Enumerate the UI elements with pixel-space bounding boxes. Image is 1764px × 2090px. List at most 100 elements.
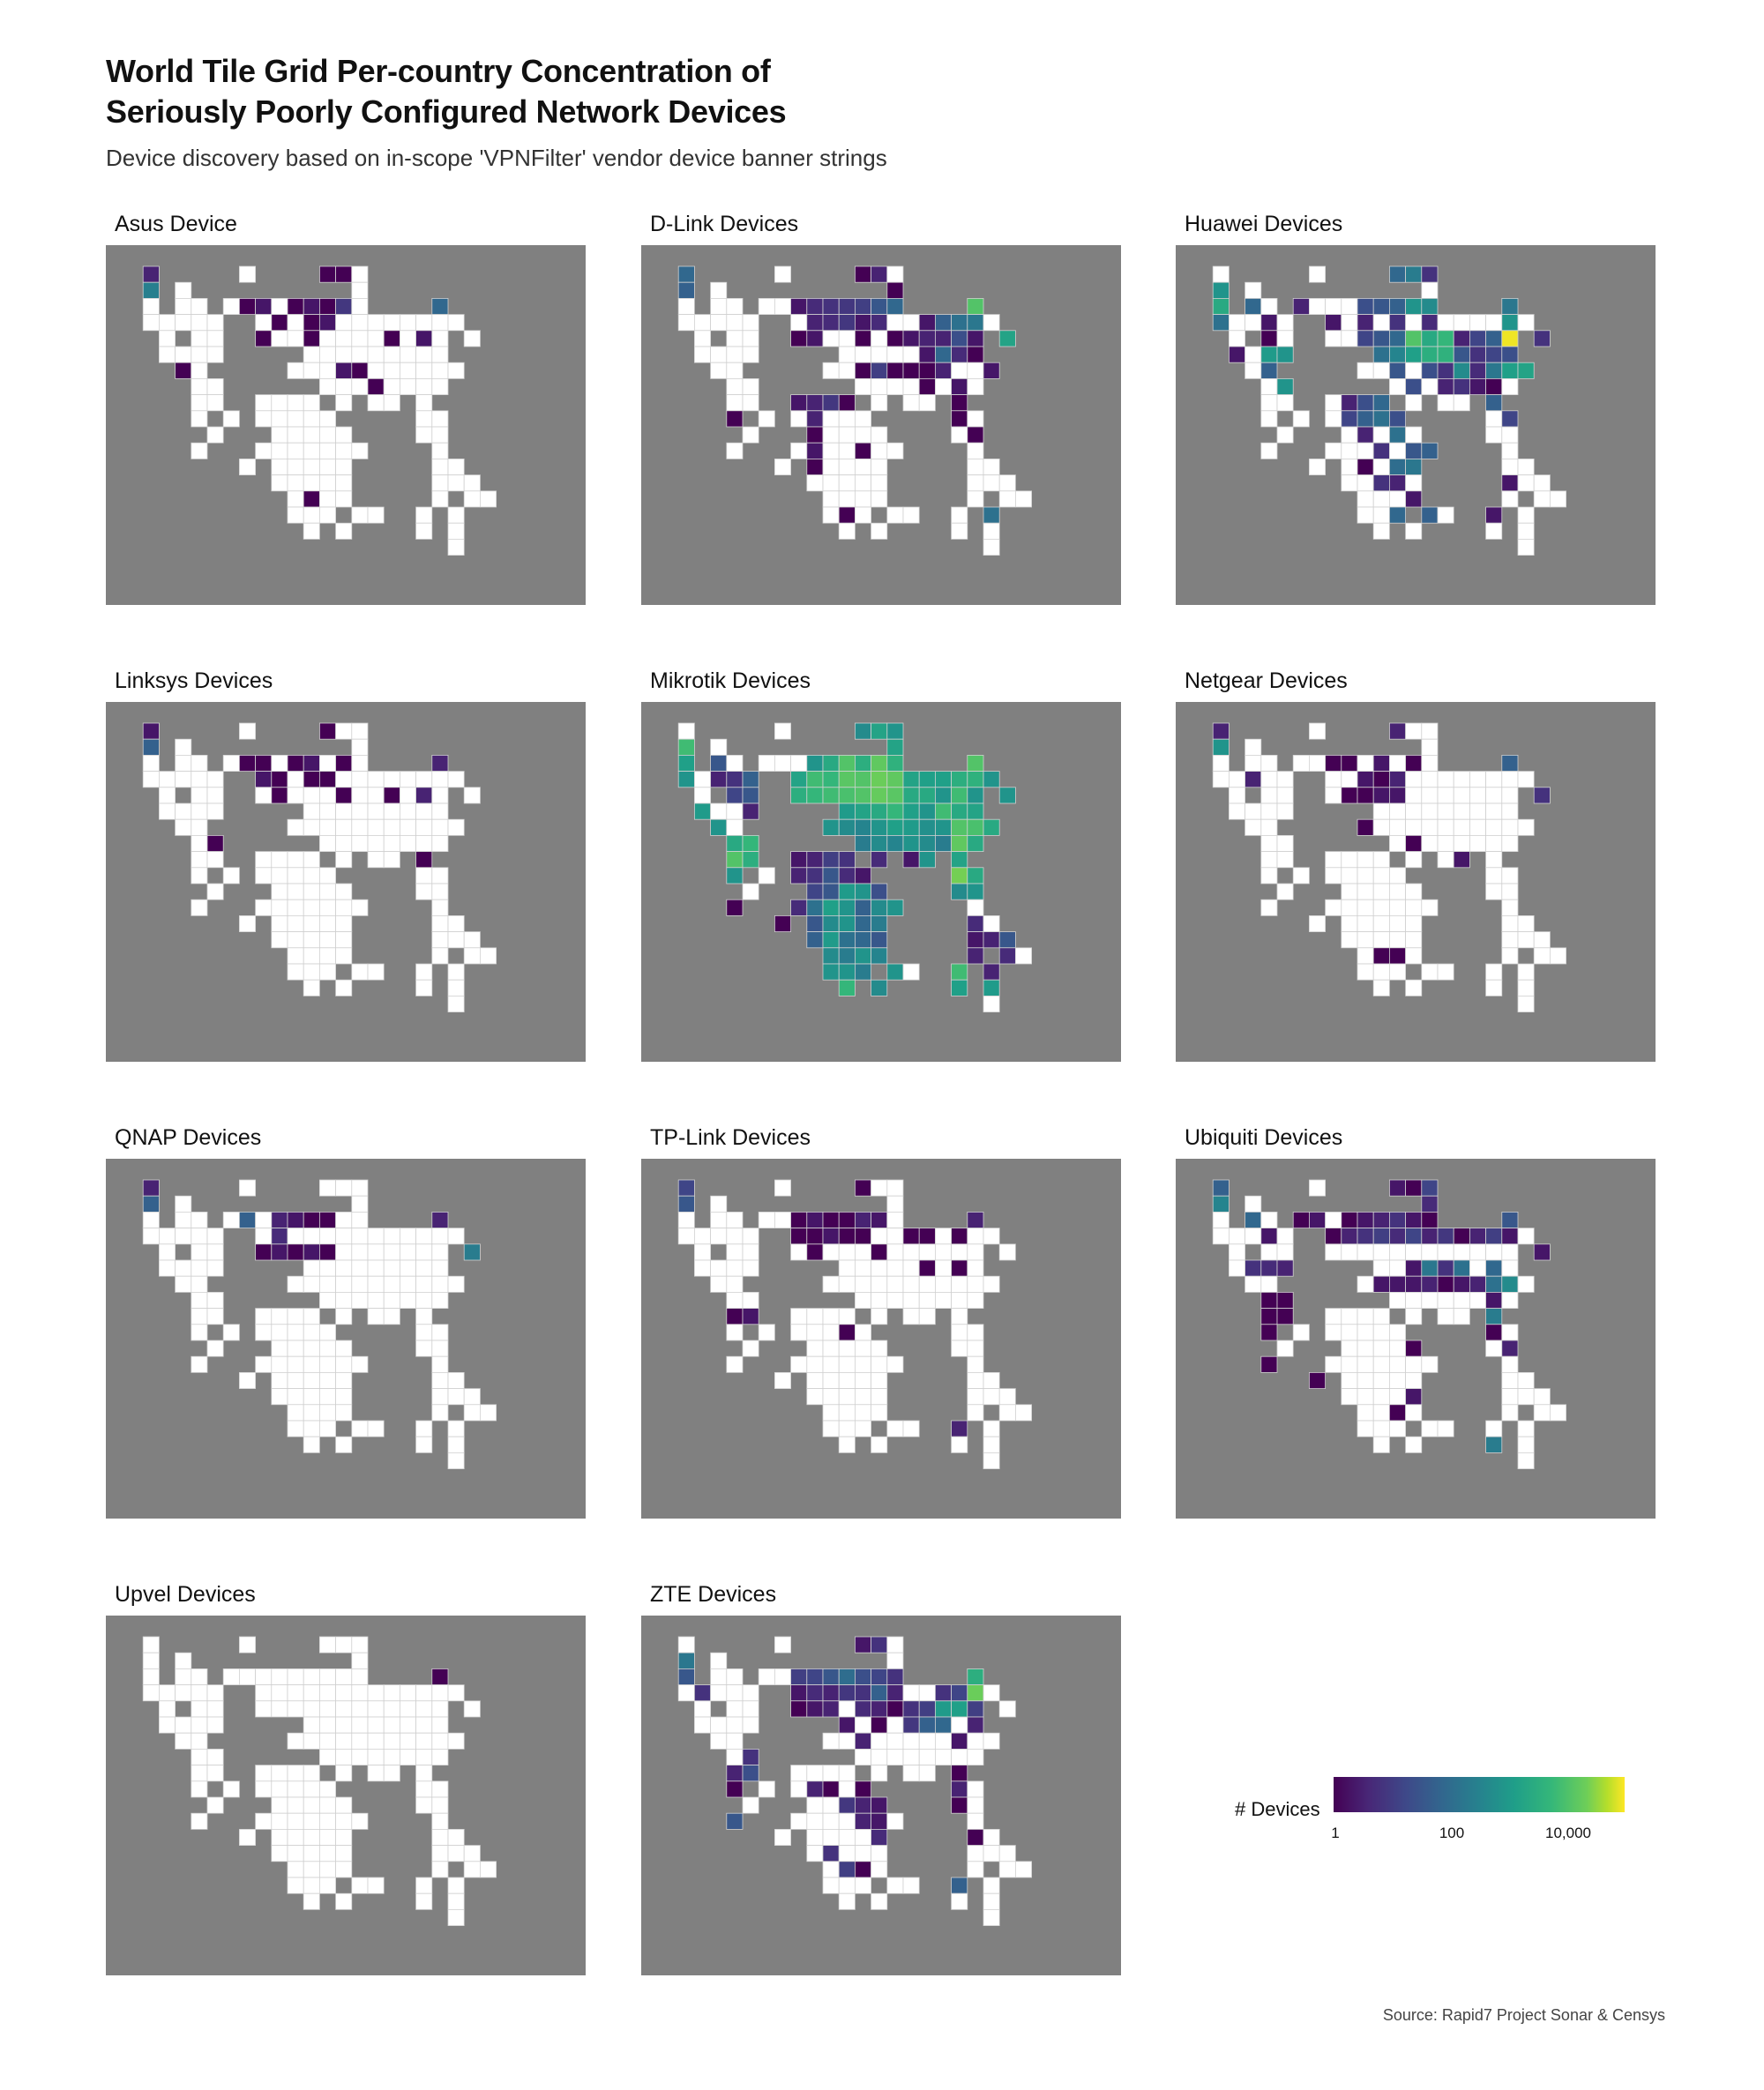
country-tile (415, 1436, 433, 1453)
country-tile (1421, 1212, 1439, 1229)
country-tile (918, 787, 936, 804)
country-tile (318, 1371, 336, 1389)
country-tile (463, 330, 481, 347)
country-tile (351, 1716, 369, 1734)
country-tile (742, 1684, 759, 1702)
country-tile (871, 771, 888, 788)
country-tile (1372, 346, 1390, 363)
country-tile (287, 1668, 304, 1686)
country-tile (854, 1340, 871, 1357)
country-tile (1308, 458, 1326, 475)
country-tile (367, 1716, 385, 1734)
country-tile (871, 1668, 888, 1686)
country-tile (415, 362, 433, 379)
country-tile (1485, 506, 1503, 524)
country-tile (822, 787, 840, 804)
country-tile (1325, 851, 1342, 869)
country-tile (838, 1812, 856, 1830)
country-tile (1245, 281, 1262, 299)
country-tile (303, 979, 320, 996)
country-tile (255, 298, 273, 316)
country-tile (967, 1404, 984, 1422)
country-tile (1501, 346, 1519, 363)
country-tile (191, 1324, 208, 1341)
country-tile (677, 265, 695, 283)
country-tile (303, 1212, 320, 1229)
country-tile (1501, 883, 1519, 900)
country-tile (934, 802, 952, 820)
country-tile (415, 1324, 433, 1341)
country-tile (871, 1861, 888, 1878)
country-tile (1372, 330, 1390, 347)
country-tile (383, 377, 400, 395)
country-tile (159, 1684, 176, 1702)
country-tile (287, 818, 304, 836)
country-tile (1549, 947, 1566, 965)
panel-label: Mikrotik Devices (650, 668, 811, 693)
country-tile (1388, 458, 1406, 475)
country-tile (951, 1684, 968, 1702)
country-tile (822, 1861, 840, 1878)
country-tile (351, 1668, 369, 1686)
country-tile (367, 1308, 385, 1325)
country-tile (318, 931, 336, 949)
country-tile (983, 1828, 1000, 1846)
country-tile (854, 1228, 871, 1245)
country-tile (1421, 281, 1439, 299)
country-tile (1388, 1228, 1406, 1245)
country-tile (318, 1275, 336, 1293)
country-tile (447, 314, 465, 332)
country-tile (1388, 771, 1406, 788)
country-tile (886, 377, 904, 395)
country-tile (191, 771, 208, 788)
country-tile (1453, 377, 1470, 395)
country-tile (854, 1636, 871, 1653)
country-tile (271, 755, 288, 773)
country-tile (447, 1371, 465, 1389)
country-tile (1357, 458, 1374, 475)
country-tile (1325, 1243, 1342, 1261)
country-tile (726, 346, 744, 363)
country-tile (1421, 787, 1439, 804)
country-tile (1388, 899, 1406, 916)
country-tile (790, 1243, 808, 1261)
country-tile (854, 818, 871, 836)
country-tile (415, 330, 433, 347)
country-tile (967, 771, 984, 788)
country-tile (175, 738, 192, 756)
country-tile (1388, 914, 1406, 932)
country-tile (790, 1355, 808, 1373)
country-tile (142, 1668, 160, 1686)
country-tile (758, 410, 775, 428)
country-tile (838, 899, 856, 916)
country-tile (967, 818, 984, 836)
country-tile (1501, 947, 1519, 965)
country-tile (463, 490, 481, 508)
country-tile (886, 1748, 904, 1765)
country-tile (1260, 1243, 1278, 1261)
country-tile (1388, 346, 1406, 363)
country-tile (1245, 1195, 1262, 1213)
country-tile (902, 1748, 920, 1765)
country-tile (1276, 1340, 1294, 1357)
country-tile (1405, 442, 1423, 459)
country-tile (967, 1228, 984, 1245)
country-tile (854, 883, 871, 900)
country-tile (1212, 1228, 1230, 1245)
country-tile (335, 1404, 353, 1422)
country-tile (318, 1243, 336, 1261)
country-tile (1372, 490, 1390, 508)
country-tile (447, 1452, 465, 1469)
country-tile (854, 1812, 871, 1830)
country-tile (854, 442, 871, 459)
country-tile (447, 538, 465, 556)
country-tile (742, 1228, 759, 1245)
country-tile (983, 1275, 1000, 1293)
country-tile (806, 1388, 824, 1406)
country-tile (206, 1243, 224, 1261)
country-tile (967, 1828, 984, 1846)
country-tile (303, 755, 320, 773)
country-tile (415, 1748, 433, 1765)
country-tile (1260, 818, 1278, 836)
country-tile (806, 298, 824, 316)
